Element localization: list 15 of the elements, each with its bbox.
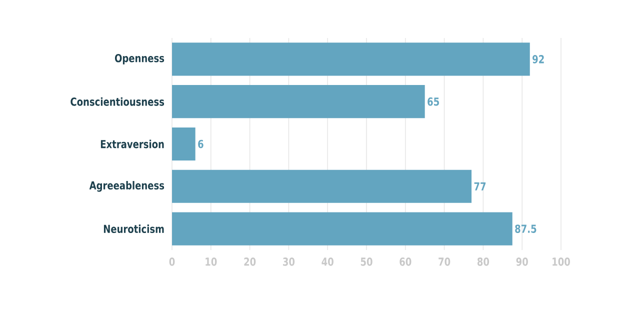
bar [172,212,512,246]
data-label: 92 [532,55,544,64]
y-tick-label: Conscientiousness [70,97,164,106]
data-label: 77 [474,182,486,190]
y-tick-label: Neuroticism [104,224,164,234]
bar [172,85,425,118]
bar [172,127,196,161]
data-label: 6 [198,140,204,148]
bar [172,170,472,203]
data-label: 87.5 [515,224,536,233]
data-label: 65 [428,97,439,106]
y-tick-label: Extraversion [100,140,164,148]
bar [172,42,530,76]
y-tick-label: Openness [114,54,164,64]
y-tick-label: Agreeableness [89,181,164,192]
